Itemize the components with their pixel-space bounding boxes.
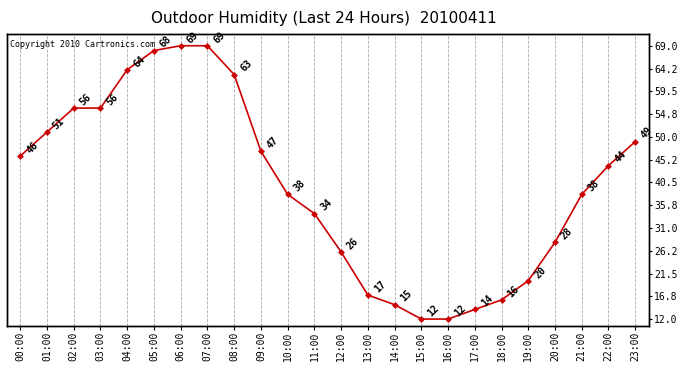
Text: 69: 69 — [212, 30, 227, 45]
Text: Copyright 2010 Cartronics.com: Copyright 2010 Cartronics.com — [10, 40, 155, 49]
Text: 20: 20 — [533, 264, 548, 280]
Text: 46: 46 — [24, 140, 40, 155]
Text: 16: 16 — [506, 284, 521, 299]
Text: 34: 34 — [319, 197, 334, 213]
Text: 63: 63 — [238, 58, 254, 74]
Text: 44: 44 — [613, 150, 628, 165]
Text: 47: 47 — [265, 135, 280, 150]
Text: 51: 51 — [51, 116, 66, 131]
Text: 12: 12 — [452, 303, 468, 318]
Text: 17: 17 — [372, 279, 387, 294]
Text: 26: 26 — [345, 236, 361, 251]
Text: 38: 38 — [292, 178, 307, 194]
Text: 12: 12 — [426, 303, 441, 318]
Text: 69: 69 — [185, 30, 200, 45]
Text: 56: 56 — [78, 92, 93, 107]
Text: 15: 15 — [399, 288, 414, 304]
Text: Outdoor Humidity (Last 24 Hours)  20100411: Outdoor Humidity (Last 24 Hours) 2010041… — [151, 11, 497, 26]
Text: 68: 68 — [158, 34, 173, 50]
Text: 49: 49 — [640, 126, 655, 141]
Text: 56: 56 — [105, 92, 120, 107]
Text: 64: 64 — [131, 54, 147, 69]
Text: 38: 38 — [586, 178, 601, 194]
Text: 28: 28 — [559, 226, 575, 242]
Text: 14: 14 — [479, 293, 494, 309]
